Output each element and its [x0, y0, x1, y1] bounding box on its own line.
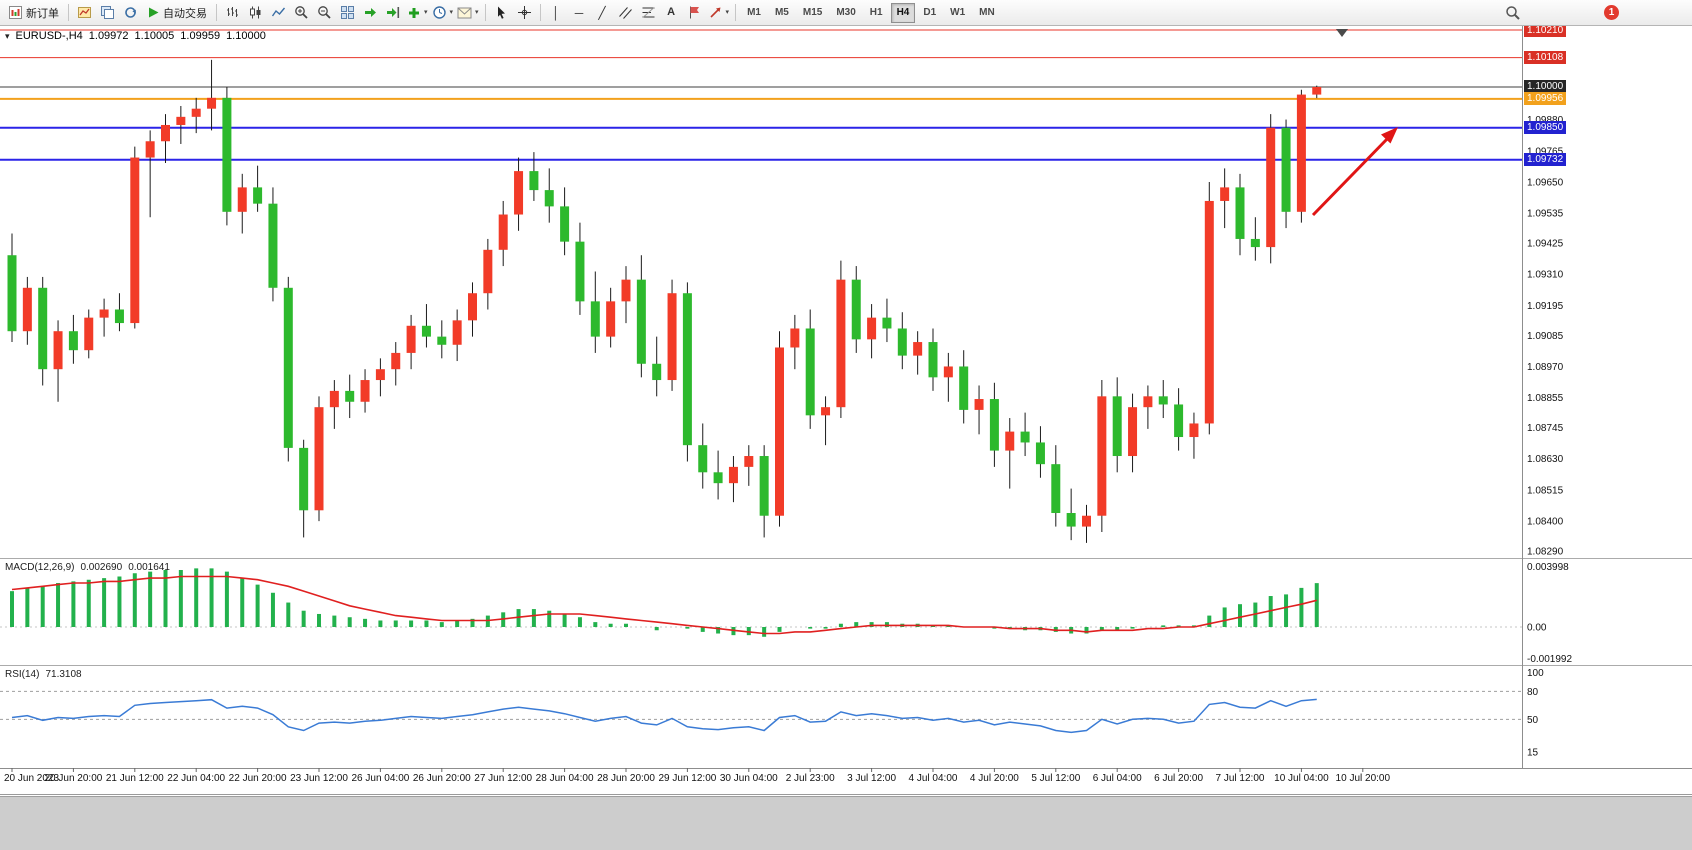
vertical-line-icon: │	[552, 5, 560, 20]
chart-shift-icon	[387, 7, 400, 18]
autotrading-label: 自动交易	[163, 7, 207, 20]
dropdown-caret-icon: ▾	[725, 9, 730, 16]
add-indicator-icon	[409, 7, 419, 18]
new-order-button[interactable]: 新订单	[3, 2, 64, 23]
channel-icon	[618, 7, 632, 19]
autotrading-button[interactable]: 自动交易	[142, 2, 212, 23]
line-chart-mode-button[interactable]	[267, 2, 290, 23]
dropdown-caret-icon: ▾	[449, 9, 454, 16]
macd-name: MACD(12,26,9)	[5, 562, 75, 573]
timeframe-m30-button[interactable]: M30	[836, 7, 856, 18]
dropdown-caret-icon: ▾	[424, 9, 428, 16]
auto-scroll-button[interactable]	[359, 2, 382, 23]
indicators-button[interactable]: ▾	[405, 2, 430, 23]
quote-low: 1.09959	[180, 30, 221, 42]
channel-button[interactable]	[614, 2, 637, 23]
text-tool-icon: A	[667, 6, 676, 18]
quote-open: 1.09972	[88, 30, 129, 42]
status-strip	[0, 796, 1692, 850]
tile-windows-icon	[341, 6, 354, 19]
cursor-button[interactable]	[490, 2, 513, 23]
search-button[interactable]	[1501, 2, 1524, 23]
dropdown-caret-icon: ▾	[475, 9, 479, 16]
chart-title: ▾ EURUSD-,H4 1.09972 1.10005 1.09959 1.1…	[5, 30, 266, 42]
line-chart-icon	[271, 7, 286, 17]
rsi-value: 71.3108	[45, 669, 82, 680]
clock-icon	[432, 6, 446, 19]
timeframe-d1-button[interactable]: D1	[923, 7, 937, 18]
toolbar-separator	[484, 4, 486, 21]
zoom-out-icon	[318, 6, 331, 19]
candlestick-icon	[250, 6, 261, 19]
new-chart-button[interactable]	[73, 2, 96, 23]
cursor-icon	[497, 6, 505, 19]
templates-button[interactable]: ▾	[455, 2, 481, 23]
macd-main-value: 0.002690	[80, 562, 123, 573]
toolbar-separator	[216, 4, 217, 21]
toolbar: 新订单 自动交易	[0, 0, 1692, 26]
chart-shift-button[interactable]	[382, 2, 405, 23]
horizontal-line-icon: ─	[574, 5, 584, 20]
templates-envelope-icon	[457, 7, 472, 18]
macd-signal-value: 0.001641	[128, 562, 170, 573]
auto-scroll-icon	[365, 8, 376, 17]
quote-close: 1.10000	[226, 30, 266, 42]
profiles-icon	[101, 6, 114, 19]
notification-badge[interactable]: 1	[1604, 5, 1619, 20]
candlestick-mode-button[interactable]	[244, 2, 267, 23]
toolbar-separator	[735, 4, 737, 21]
crosshair-icon	[517, 6, 531, 19]
fibonacci-button[interactable]	[637, 2, 660, 23]
label-flag-icon	[689, 6, 699, 19]
timeframe-w1-button[interactable]: W1	[950, 7, 966, 18]
tile-windows-button[interactable]	[336, 2, 359, 23]
arrows-tool-button[interactable]: ▾	[706, 2, 732, 23]
label-tool-button[interactable]	[683, 2, 706, 23]
refresh-button[interactable]	[119, 2, 142, 23]
timeframe-m15-button[interactable]: M15	[802, 7, 823, 18]
rsi-label: RSI(14) 71.3108	[5, 669, 82, 680]
quote-high: 1.10005	[134, 30, 175, 42]
bar-chart-mode-button[interactable]	[221, 2, 244, 23]
timeframe-m5-button[interactable]: M5	[774, 7, 789, 18]
arrow-tool-icon	[709, 7, 721, 18]
autotrading-play-icon	[149, 7, 159, 18]
timeframe-m1-button[interactable]: M1	[747, 7, 761, 18]
timeframe-mn-button[interactable]: MN	[979, 7, 995, 18]
periods-button[interactable]: ▾	[430, 2, 456, 23]
profiles-button[interactable]	[96, 2, 119, 23]
trendline-button[interactable]: ╱	[591, 2, 614, 23]
toolbar-separator	[539, 4, 541, 21]
rsi-name: RSI(14)	[5, 669, 40, 680]
one-click-trading-icon[interactable]: ▾	[5, 30, 10, 41]
new-order-label: 新订单	[26, 7, 59, 20]
vertical-line-button[interactable]: │	[545, 2, 568, 23]
zoom-out-button[interactable]	[313, 2, 336, 23]
symbol-period-label: EURUSD-,H4	[15, 30, 83, 42]
timeframe-h4-button[interactable]: H4	[890, 2, 916, 23]
timeframe-h1-button[interactable]: H1	[869, 7, 883, 18]
text-tool-button[interactable]: A	[660, 2, 683, 23]
refresh-icon	[125, 7, 136, 18]
new-chart-icon	[78, 7, 91, 18]
macd-label: MACD(12,26,9) 0.002690 0.001641	[5, 562, 170, 573]
crosshair-button[interactable]	[513, 2, 536, 23]
new-order-icon	[9, 6, 22, 19]
toolbar-separator	[68, 4, 69, 21]
zoom-in-icon	[295, 6, 308, 19]
chart-window	[0, 26, 1692, 795]
horizontal-line-button[interactable]: ─	[568, 2, 591, 23]
bar-chart-icon	[227, 7, 238, 17]
zoom-in-button[interactable]	[290, 2, 313, 23]
fibonacci-icon	[642, 7, 655, 18]
trendline-icon: ╱	[598, 5, 606, 20]
search-icon	[1505, 5, 1520, 20]
